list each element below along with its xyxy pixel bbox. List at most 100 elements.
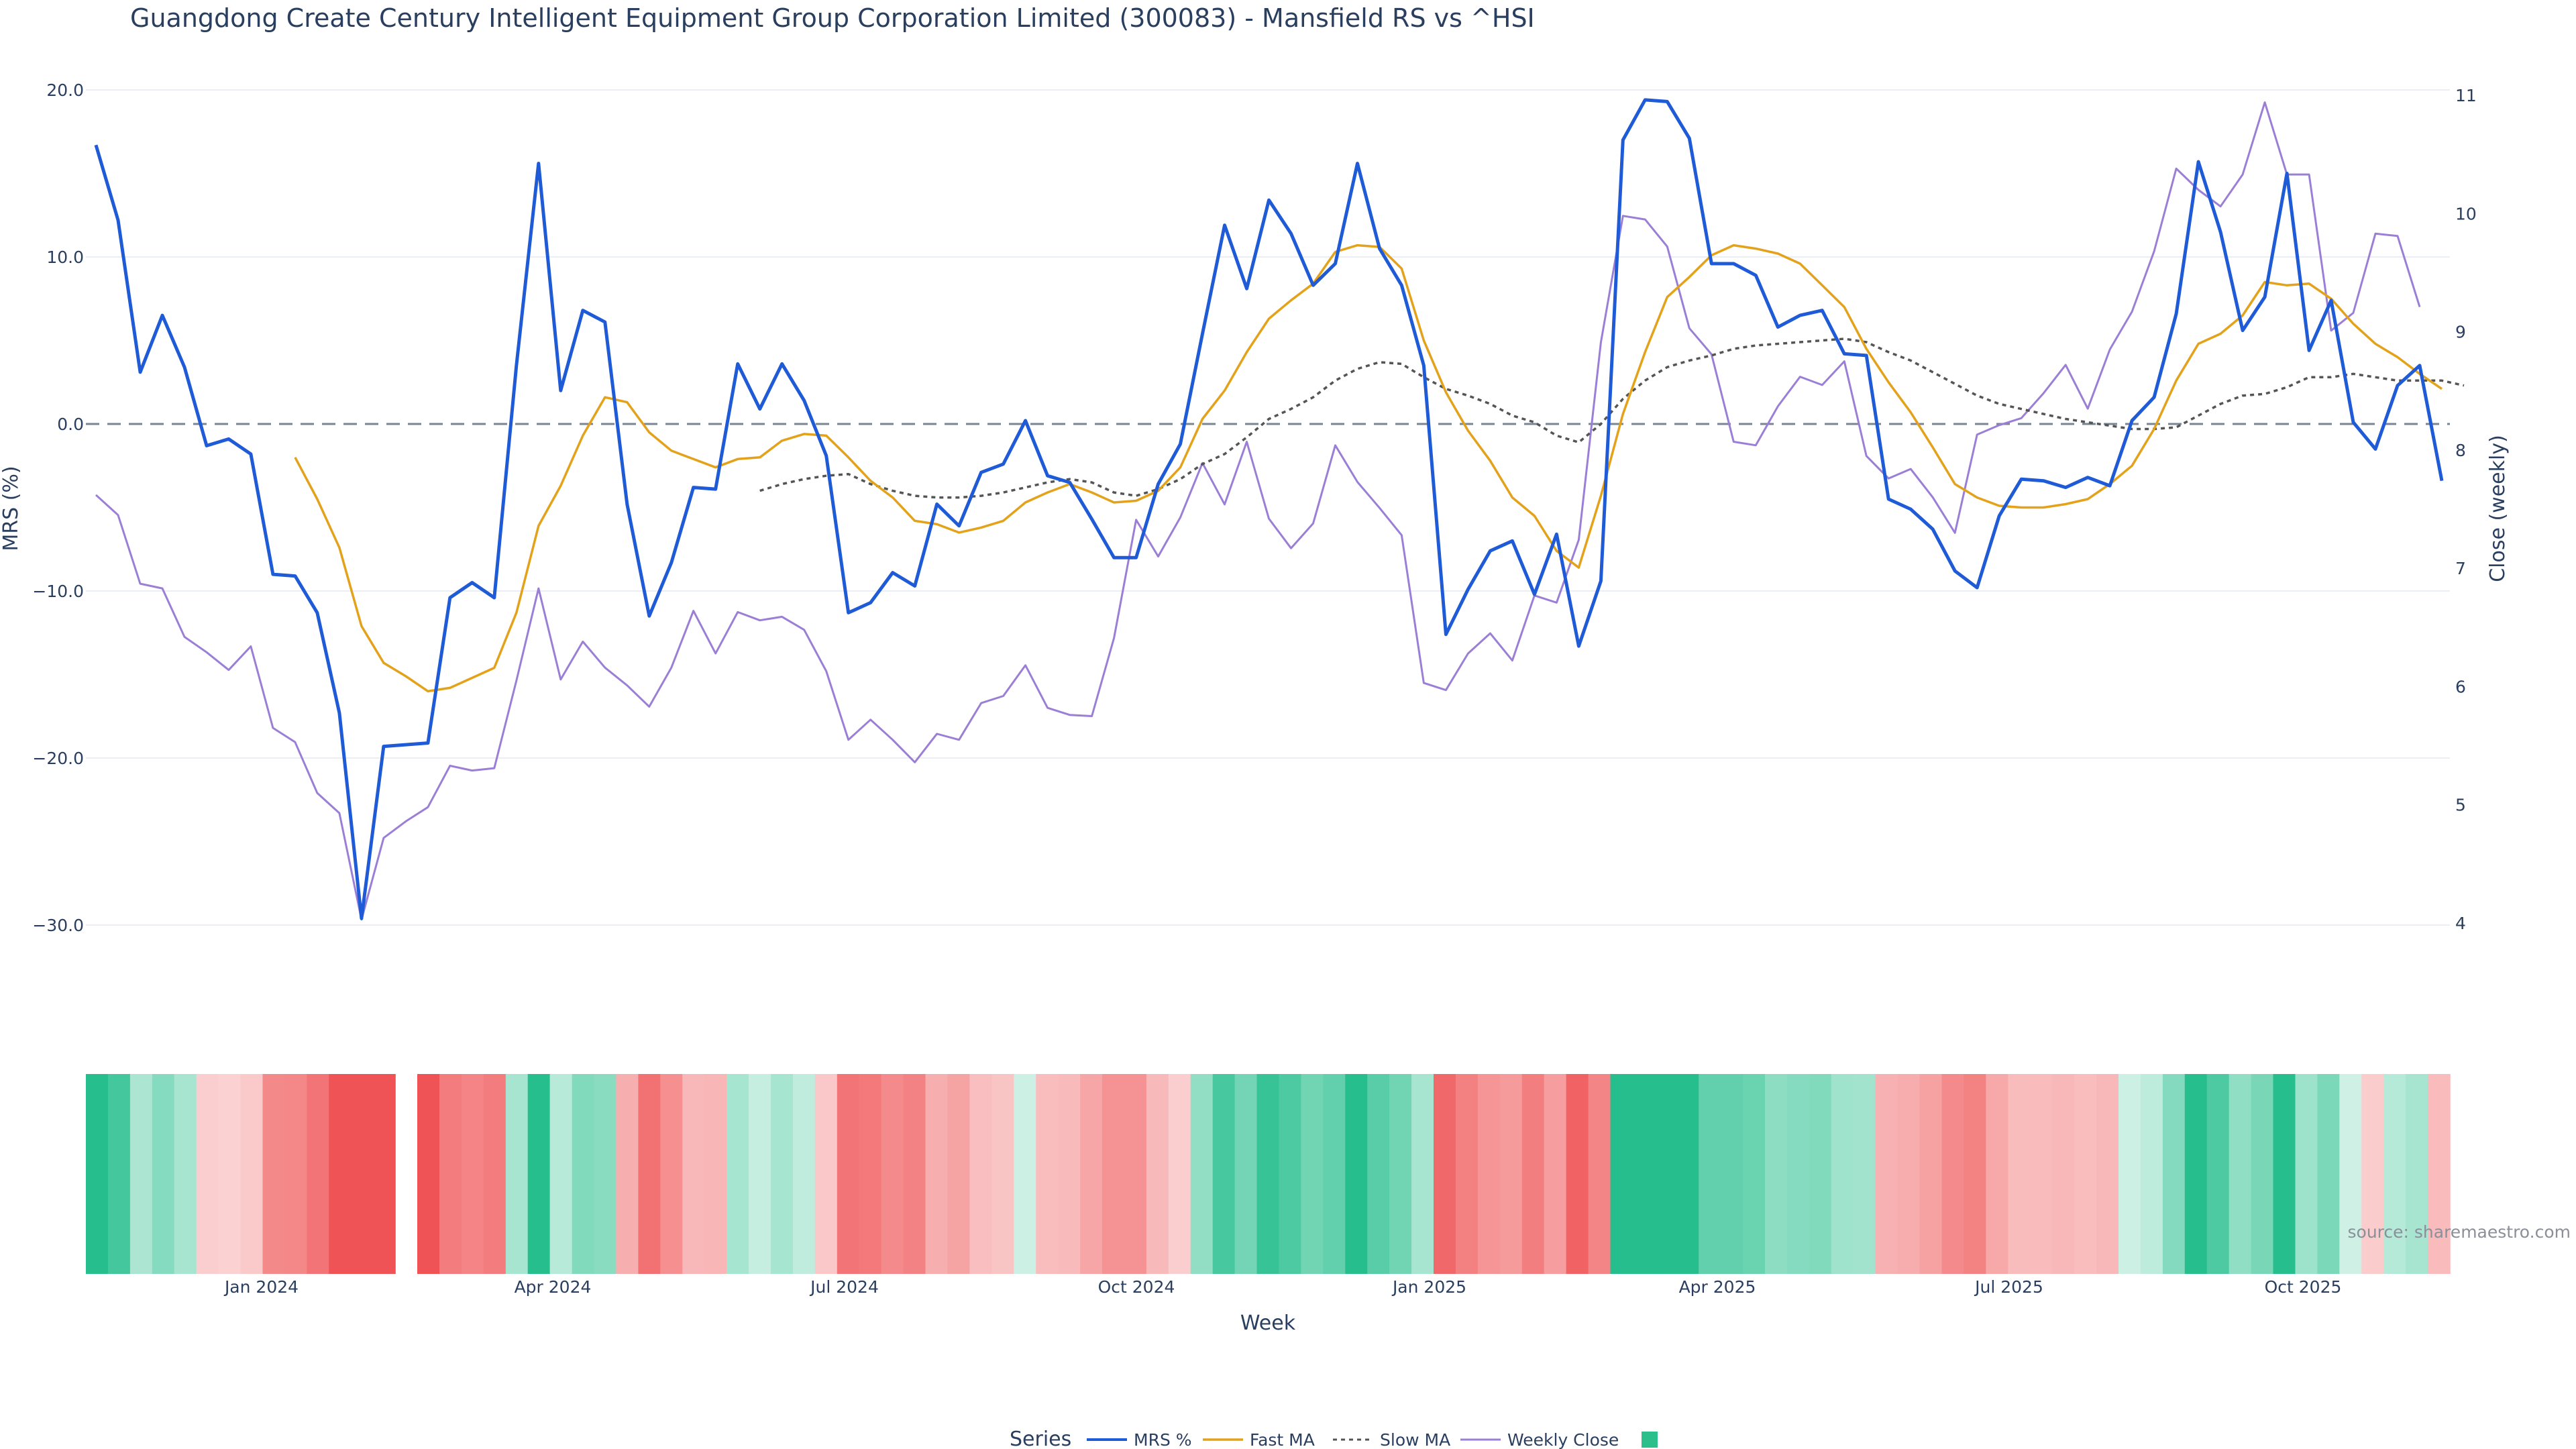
heatmap-strip <box>86 1074 2451 1274</box>
heatmap-cell <box>2206 1074 2230 1274</box>
y-right-tick-label: 8 <box>2455 441 2466 460</box>
y-axis-left: 20.0 10.0 0.0 −10.0 −20.0 −30.0 <box>32 80 84 935</box>
y-left-tick-label: 20.0 <box>46 80 84 100</box>
y-left-tick-label: −20.0 <box>32 749 84 768</box>
heatmap-cell <box>1831 1074 1854 1274</box>
heatmap-cell <box>107 1074 131 1274</box>
heatmap-cell <box>2406 1074 2428 1274</box>
heatmap-cell <box>1102 1074 1125 1274</box>
y-right-tick-label: 5 <box>2455 796 2466 815</box>
heatmap-cell <box>1124 1074 1147 1274</box>
heatmap-cell <box>1190 1074 1214 1274</box>
series-layer <box>94 98 2465 921</box>
heatmap-cell <box>837 1074 860 1274</box>
heatmap-cell <box>2184 1074 2208 1274</box>
y-right-tick-label: 6 <box>2455 677 2466 696</box>
heatmap-cell <box>727 1074 749 1274</box>
heatmap-cell <box>1676 1074 1699 1274</box>
heatmap-cell <box>1499 1074 1523 1274</box>
heatmap-cell <box>86 1074 109 1274</box>
heatmap-cell <box>218 1074 241 1274</box>
heatmap-cell <box>2339 1074 2362 1274</box>
heatmap-cell <box>1853 1074 1876 1274</box>
heatmap-cell <box>1234 1074 1258 1274</box>
heatmap-cell <box>704 1074 727 1274</box>
legend-label: MRS % <box>1134 1430 1192 1449</box>
heatmap-cell <box>1036 1074 1059 1274</box>
heatmap-cell <box>572 1074 595 1274</box>
heatmap-cell <box>505 1074 529 1274</box>
heatmap-cell <box>2118 1074 2141 1274</box>
heatmap-cell <box>2383 1074 2406 1274</box>
y-left-tick-label: 0.0 <box>57 415 84 434</box>
heatmap-cell <box>1058 1074 1081 1274</box>
heatmap-cell <box>1411 1074 1434 1274</box>
heatmap-cell <box>152 1074 175 1274</box>
heatmap-cell <box>638 1074 661 1274</box>
heatmap-cell <box>1455 1074 1479 1274</box>
y-axis-right: 11 10 9 8 7 6 5 4 <box>2455 86 2477 933</box>
heatmap-cell <box>1721 1074 1743 1274</box>
heatmap-cell <box>2428 1074 2451 1274</box>
y-left-tick-label: −10.0 <box>32 582 84 601</box>
heatmap-cell <box>991 1074 1014 1274</box>
heatmap-cell <box>2052 1074 2075 1274</box>
heatmap-cell <box>439 1074 462 1274</box>
heatmap-cell <box>329 1074 352 1274</box>
legend: Series MRS % Fast MA Slow MA Weekly Close <box>1010 1428 1658 1449</box>
heatmap-cell <box>1941 1074 1965 1274</box>
legend-label: Weekly Close <box>1507 1430 1619 1449</box>
heatmap-cell <box>307 1074 329 1274</box>
heatmap-cell <box>771 1074 794 1274</box>
heatmap-cell <box>969 1074 993 1274</box>
heatmap-cell <box>2030 1074 2053 1274</box>
heatmap-cell <box>1212 1074 1236 1274</box>
heatmap-cell <box>373 1074 396 1274</box>
y-right-tick-label: 10 <box>2455 204 2477 223</box>
heatmap-cell <box>483 1074 506 1274</box>
heatmap-cell <box>2008 1074 2031 1274</box>
series-line-fast-ma <box>294 244 2443 693</box>
heatmap-cell <box>1743 1074 1766 1274</box>
heatmap-cell <box>881 1074 904 1274</box>
heatmap-cell <box>1301 1074 1324 1274</box>
heatmap-cell <box>1146 1074 1169 1274</box>
heatmap-cell <box>1964 1074 1987 1274</box>
x-tick-label: Apr 2024 <box>515 1277 592 1297</box>
heatmap-cell <box>925 1074 949 1274</box>
heatmap-cell <box>1588 1074 1611 1274</box>
y-left-tick-label: −30.0 <box>32 916 84 935</box>
heatmap-cell <box>1434 1074 1456 1274</box>
heatmap-cell <box>594 1074 617 1274</box>
heatmap-cell <box>1279 1074 1302 1274</box>
legend-heatmap-swatch <box>1642 1432 1658 1448</box>
heatmap-cell <box>262 1074 286 1274</box>
heatmap-cell <box>284 1074 308 1274</box>
heatmap-cell <box>749 1074 771 1274</box>
heatmap-cell <box>1389 1074 1412 1274</box>
y-axis-left-title: MRS (%) <box>0 466 23 551</box>
heatmap-cell <box>859 1074 882 1274</box>
series-line-mrs <box>94 98 2444 920</box>
series-line-weekly-close <box>95 101 2421 921</box>
heatmap-cell <box>1919 1074 1943 1274</box>
heatmap-cell <box>1521 1074 1545 1274</box>
heatmap-cell <box>351 1074 374 1274</box>
legend-label: Fast MA <box>1250 1430 1315 1449</box>
heatmap-cell <box>1897 1074 1921 1274</box>
heatmap-cell <box>1014 1074 1036 1274</box>
heatmap-cell <box>174 1074 197 1274</box>
x-tick-label: Apr 2025 <box>1679 1277 1756 1297</box>
heatmap-cell <box>2140 1074 2163 1274</box>
heatmap-cell <box>1367 1074 1390 1274</box>
heatmap-cell <box>682 1074 705 1274</box>
heatmap-cell <box>1765 1074 1788 1274</box>
heatmap-cell <box>2074 1074 2097 1274</box>
heatmap-cell <box>1787 1074 1810 1274</box>
x-tick-label: Oct 2024 <box>1098 1277 1175 1297</box>
y-right-tick-label: 7 <box>2455 559 2466 578</box>
heatmap-cell <box>616 1074 639 1274</box>
heatmap-cell <box>903 1074 926 1274</box>
y-axis-right-title: Close (weekly) <box>2486 435 2510 582</box>
